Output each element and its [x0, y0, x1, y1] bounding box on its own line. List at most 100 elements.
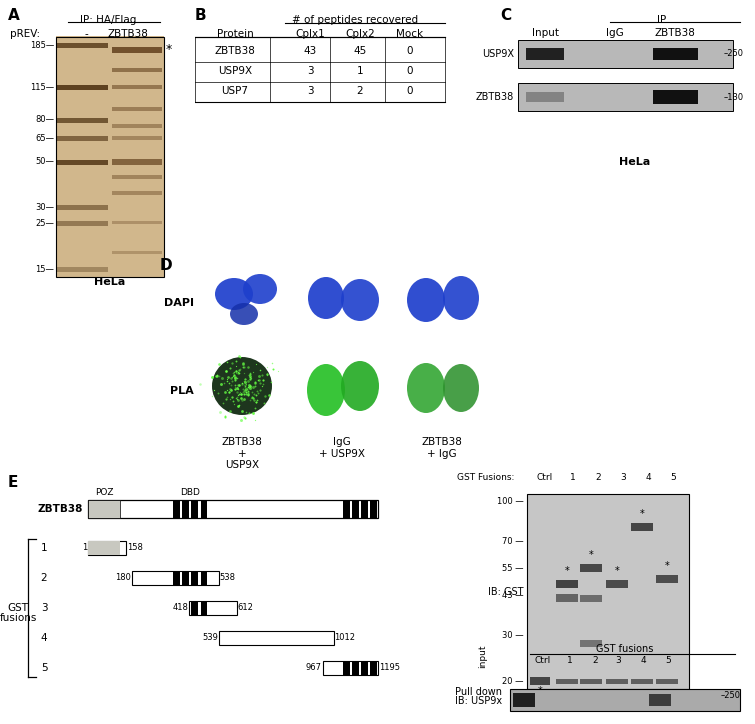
Text: HeLa: HeLa: [94, 277, 125, 287]
Bar: [57, 136, 108, 141]
Text: 30 —: 30 —: [502, 631, 524, 641]
Bar: [191, 500, 198, 518]
Ellipse shape: [308, 277, 344, 319]
Text: 80—: 80—: [35, 115, 54, 125]
Bar: [580, 640, 602, 647]
Bar: [656, 575, 678, 583]
Bar: [191, 571, 198, 585]
Bar: [343, 500, 350, 518]
Text: Ctrl: Ctrl: [535, 656, 551, 665]
Bar: [580, 595, 602, 602]
Text: 65—: 65—: [35, 134, 54, 143]
Text: 30—: 30—: [35, 203, 54, 211]
Bar: [112, 251, 162, 253]
Text: Ctrl: Ctrl: [537, 473, 553, 482]
Bar: [518, 83, 733, 111]
Bar: [361, 661, 368, 675]
Bar: [219, 631, 334, 645]
Bar: [371, 500, 378, 518]
Text: Protein: Protein: [217, 29, 254, 39]
Bar: [580, 565, 602, 573]
Bar: [606, 580, 628, 588]
Text: 45: 45: [353, 46, 367, 56]
Text: 3: 3: [41, 603, 48, 613]
Bar: [112, 136, 162, 140]
Text: POZ: POZ: [94, 488, 113, 497]
Bar: [556, 594, 578, 602]
Bar: [510, 689, 740, 711]
Bar: [322, 661, 378, 675]
Text: IP: IP: [658, 15, 667, 25]
Text: 50—: 50—: [35, 157, 54, 166]
Text: *: *: [565, 565, 569, 576]
Text: 2: 2: [592, 656, 598, 665]
Text: 115—: 115—: [30, 83, 54, 92]
Bar: [352, 500, 359, 518]
Text: GST Fusions:: GST Fusions:: [457, 473, 514, 482]
Text: 43: 43: [304, 46, 316, 56]
Text: GST: GST: [8, 603, 29, 613]
Text: Input: Input: [532, 28, 559, 38]
Text: 539: 539: [202, 634, 217, 642]
Text: A: A: [8, 8, 20, 23]
Ellipse shape: [341, 361, 379, 411]
Text: IgG
+ USP9X: IgG + USP9X: [319, 437, 365, 458]
Bar: [352, 661, 359, 675]
Bar: [631, 678, 653, 683]
Bar: [112, 47, 162, 53]
Bar: [57, 43, 108, 48]
Bar: [57, 205, 108, 210]
Bar: [112, 159, 162, 164]
Text: B: B: [195, 8, 207, 23]
Text: 967: 967: [306, 663, 322, 673]
Text: 0: 0: [407, 66, 413, 76]
Text: –130: –130: [724, 93, 744, 101]
Text: 20 —: 20 —: [503, 676, 524, 686]
Bar: [580, 678, 602, 683]
Text: ZBTB38: ZBTB38: [214, 46, 255, 56]
Bar: [112, 222, 162, 224]
Ellipse shape: [230, 303, 258, 325]
Bar: [112, 175, 162, 180]
Text: 180: 180: [115, 573, 131, 583]
Text: 5: 5: [670, 473, 676, 482]
Bar: [518, 40, 733, 68]
Text: 4: 4: [41, 633, 48, 643]
Text: 15—: 15—: [35, 264, 54, 274]
Text: 1: 1: [570, 473, 576, 482]
Bar: [361, 500, 368, 518]
Ellipse shape: [243, 274, 277, 304]
Bar: [343, 661, 350, 675]
Text: 538: 538: [220, 573, 236, 583]
Text: pREV:: pREV:: [10, 29, 40, 39]
Text: 2: 2: [41, 573, 48, 583]
Text: 612: 612: [238, 604, 254, 613]
Bar: [190, 601, 236, 615]
Text: fusions: fusions: [0, 613, 37, 623]
Bar: [371, 661, 378, 675]
Bar: [112, 107, 162, 111]
Text: IB: GST: IB: GST: [488, 587, 524, 597]
Text: USP7: USP7: [221, 86, 248, 96]
Text: ZBTB38: ZBTB38: [476, 92, 514, 102]
Text: 1: 1: [356, 66, 363, 76]
Bar: [649, 694, 671, 706]
Text: 70 —: 70 —: [502, 537, 524, 546]
Text: Pull down: Pull down: [455, 687, 502, 697]
Text: input: input: [479, 644, 488, 668]
Text: IP: HA/Flag: IP: HA/Flag: [80, 15, 136, 25]
Text: ZBTB38
+
USP9X: ZBTB38 + USP9X: [221, 437, 263, 470]
Bar: [606, 678, 628, 683]
Text: 55 —: 55 —: [503, 564, 524, 573]
Text: 185—: 185—: [29, 41, 54, 49]
Text: 2: 2: [595, 473, 601, 482]
Bar: [182, 500, 189, 518]
Text: 0: 0: [407, 46, 413, 56]
Text: 2: 2: [356, 86, 363, 96]
Bar: [182, 571, 189, 585]
Bar: [88, 500, 378, 518]
Bar: [631, 523, 653, 531]
Bar: [556, 580, 578, 588]
Bar: [88, 541, 119, 555]
Text: 1: 1: [41, 543, 48, 553]
